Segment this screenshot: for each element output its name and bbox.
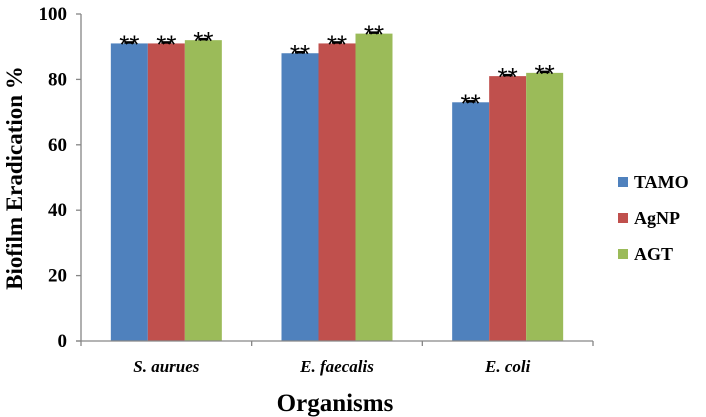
bar-agnp <box>147 43 185 342</box>
significance-label: ** <box>498 62 518 92</box>
significance-label: ** <box>290 39 310 69</box>
y-tick-label: 0 <box>58 331 68 352</box>
x-category-label: S. aurues <box>133 357 200 376</box>
y-tick-label: 20 <box>48 266 67 287</box>
y-tick-label: 40 <box>48 200 67 221</box>
legend-swatch <box>618 213 628 223</box>
bar-tamo <box>281 53 319 342</box>
significance-label: ** <box>364 20 384 50</box>
bar-tamo <box>452 102 490 341</box>
bar-agt <box>184 40 222 341</box>
significance-label: ** <box>461 88 481 118</box>
legend-label: AgNP <box>634 208 680 228</box>
x-categories: S. aurues E. faecalis E. coli <box>80 341 594 376</box>
y-tick-label: 100 <box>39 4 68 25</box>
bars-layer: ** ** ** ** ** ** ** ** ** <box>110 20 564 342</box>
x-category-label: E. faecalis <box>299 357 374 376</box>
significance-label: ** <box>156 29 176 59</box>
bar-tamo <box>110 43 148 342</box>
y-tick-label: 60 <box>48 135 67 156</box>
significance-label: ** <box>535 59 555 89</box>
significance-label: ** <box>327 29 347 59</box>
legend: TAMO AgNP AGT <box>618 172 689 264</box>
legend-label: TAMO <box>634 172 689 192</box>
x-category-label: E. coli <box>484 357 531 376</box>
significance-label: ** <box>119 29 139 59</box>
y-ticks: 0 20 40 60 80 100 <box>39 4 81 352</box>
y-tick-label: 80 <box>48 69 67 90</box>
bar-agt <box>526 72 564 342</box>
bar-agnp <box>318 43 356 342</box>
x-axis-label: Organisms <box>277 390 394 417</box>
bar-agnp <box>489 76 527 341</box>
bar-agt <box>355 33 393 342</box>
y-axis-label: Biofilm Eradication % <box>2 66 27 290</box>
legend-swatch <box>618 177 628 187</box>
axes-layer <box>76 14 593 342</box>
significance-label: ** <box>193 26 213 56</box>
legend-swatch <box>618 249 628 259</box>
legend-label: AGT <box>634 244 673 264</box>
